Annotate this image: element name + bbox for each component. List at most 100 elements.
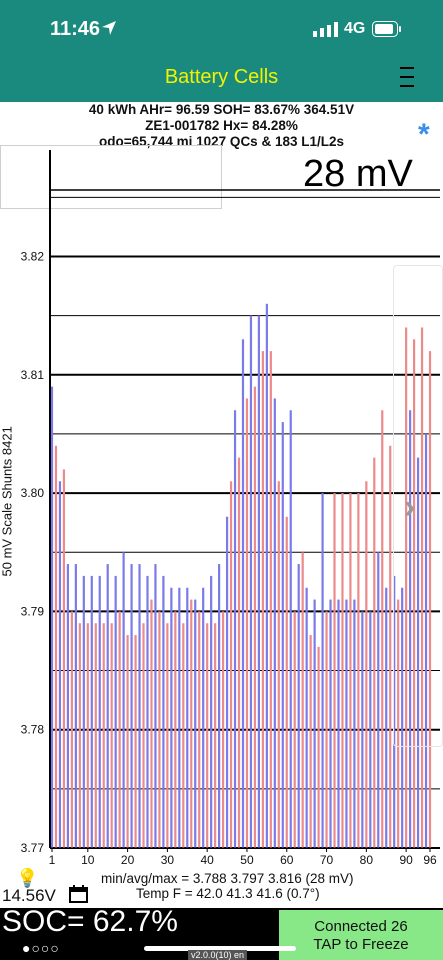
bar-cell-4 [62, 469, 66, 848]
bar-cell-68 [317, 646, 320, 848]
bar-cell-38 [198, 611, 201, 848]
pack-voltage: 14.56V [2, 886, 56, 905]
bar-cell-85 [385, 587, 388, 848]
voltage-stats: min/avg/max = 3.788 3.797 3.816 (28 mV) [101, 871, 354, 886]
bar-cell-24 [142, 623, 145, 848]
calendar-icon[interactable] [69, 885, 88, 903]
y-tick-label: 3.80 [21, 486, 45, 500]
lightbulb-icon[interactable]: 💡 [16, 868, 39, 888]
bar-cell-7 [74, 564, 77, 848]
bar-cell-87 [393, 575, 396, 848]
bar-cell-16 [110, 623, 113, 848]
info-line-capacity: 40 kWh AHr= 96.59 SOH= 83.67% 364.51V [88, 102, 355, 117]
status-bar: 11:46 4G [0, 0, 443, 56]
signal-bars-icon [313, 22, 338, 37]
app-title: Battery Cells [164, 66, 279, 88]
bar-cell-69 [321, 493, 324, 848]
bar-cell-65 [305, 587, 308, 848]
bar-cell-78 [357, 493, 360, 848]
y-tick-label: 3.79 [21, 604, 45, 618]
app-bar: Battery Cells [0, 56, 443, 102]
bar-cell-37 [194, 599, 197, 848]
bar-cell-8 [78, 623, 81, 848]
bar-cell-72 [333, 493, 336, 848]
bar-cell-56 [269, 351, 272, 848]
bar-cell-83 [377, 552, 380, 848]
x-tick-label: 10 [81, 853, 95, 867]
x-tick-label: 40 [200, 853, 214, 867]
bar-cell-70 [325, 611, 328, 848]
bar-cell-54 [261, 351, 264, 848]
bar-cell-17 [114, 575, 117, 848]
x-tick-label: 60 [280, 853, 294, 867]
bar-cell-57 [273, 398, 276, 848]
y-tick-label: 3.81 [21, 368, 45, 382]
connect-status: Connected 26 [314, 918, 408, 935]
bar-cell-92 [412, 339, 416, 848]
bar-cell-15 [106, 564, 109, 848]
bar-cell-76 [349, 493, 352, 848]
bar-cell-32 [174, 611, 177, 848]
bar-cell-26 [150, 599, 153, 848]
bar-cell-20 [126, 635, 129, 848]
y-axis-label: 50 mV Scale Shunts 8421 [0, 426, 15, 577]
bar-cell-73 [337, 599, 340, 848]
bar-cell-33 [178, 587, 181, 848]
bar-cell-6 [70, 611, 73, 848]
location-arrow-icon [102, 21, 116, 35]
info-line-id: ZE1-001782 Hx= 84.28% [145, 118, 298, 133]
bar-cell-74 [341, 493, 344, 848]
asterisk-icon[interactable]: * [418, 118, 430, 151]
version-label: v2.0.0(10) en [188, 950, 248, 960]
page-indicator[interactable]: ●○○○ [22, 940, 60, 956]
bar-cell-34 [182, 623, 185, 848]
bar-cell-77 [353, 599, 356, 848]
bar-cell-66 [309, 635, 312, 848]
bar-cell-42 [214, 623, 217, 848]
bar-cell-79 [361, 611, 364, 848]
bar-cell-51 [249, 315, 253, 848]
bar-cell-29 [162, 575, 165, 848]
home-indicator [144, 946, 296, 951]
clock: 11:46 [50, 18, 101, 40]
bar-cell-2 [54, 445, 58, 848]
bar-cell-18 [118, 611, 121, 848]
bar-cell-84 [381, 410, 384, 848]
bar-cell-48 [237, 457, 241, 848]
bar-cell-96 [428, 351, 432, 848]
bar-cell-63 [297, 564, 300, 848]
bar-cell-90 [405, 327, 408, 848]
spread-mv-label: 28 mV [303, 153, 413, 195]
x-tick-label: 80 [360, 853, 374, 867]
bar-cell-86 [389, 445, 392, 848]
bar-cell-71 [329, 599, 332, 848]
bar-cell-39 [202, 587, 205, 848]
bar-cell-88 [397, 599, 400, 848]
bar-cell-94 [420, 327, 424, 848]
bar-cell-25 [146, 575, 149, 848]
bar-cell-13 [98, 575, 101, 848]
hamburger-menu-icon[interactable] [398, 63, 416, 91]
y-tick-label: 3.82 [21, 249, 45, 263]
bar-cell-60 [285, 516, 288, 848]
y-tick-label: 3.78 [21, 723, 45, 737]
bar-cell-89 [401, 587, 404, 848]
bar-cell-47 [233, 410, 237, 848]
bar-cell-27 [154, 564, 157, 848]
freeze-label: TAP to Freeze [313, 936, 409, 953]
bar-cell-1 [50, 386, 54, 848]
bar-cell-5 [66, 564, 70, 848]
bar-cell-49 [241, 339, 245, 848]
freeze-button[interactable]: Connected 26 TAP to Freeze [279, 910, 443, 960]
bar-cell-10 [86, 623, 89, 848]
bar-cell-75 [345, 599, 348, 848]
chevron-right-icon[interactable]: › [404, 488, 416, 526]
bar-cell-52 [253, 386, 257, 848]
x-tick-label: 90 [399, 853, 413, 867]
side-panel-handle[interactable] [393, 265, 443, 747]
bar-cell-11 [90, 575, 93, 848]
bar-cell-9 [82, 575, 85, 848]
bar-cell-61 [289, 410, 292, 848]
cell-voltage-chart[interactable]: 3.77 3.78 3.79 3.80 3.81 3.82 1 10 20 30 40 50 60 70 8… [0, 150, 443, 875]
bar-cell-53 [257, 315, 261, 848]
